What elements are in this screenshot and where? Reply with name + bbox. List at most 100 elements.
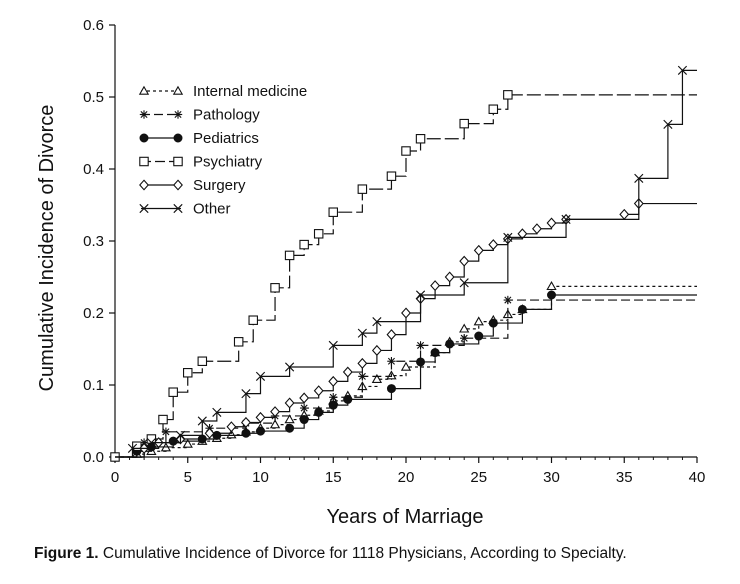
- star-marker-stroke: [358, 372, 366, 380]
- data-point-surgery: [619, 208, 630, 220]
- series-line-surgery: [115, 202, 697, 458]
- legend-marker: [139, 156, 149, 167]
- legend-marker: [173, 179, 183, 191]
- data-point-psychiatry: [158, 414, 168, 425]
- data-point-psychiatry: [168, 387, 178, 397]
- legend-label: Pathology: [193, 107, 260, 124]
- data-point-surgery: [299, 392, 310, 404]
- data-point-pediatrics: [430, 348, 440, 358]
- caption-label: Figure 1.: [34, 545, 99, 562]
- y-tick-label: 0.2: [83, 305, 104, 322]
- data-point-surgery: [386, 329, 397, 341]
- x-marker-stroke: [634, 173, 644, 183]
- data-point-other: [241, 389, 251, 399]
- data-point-other: [146, 438, 156, 448]
- data-point-pathology: [460, 334, 469, 343]
- data-point-internal-medicine: [459, 323, 470, 333]
- star-marker-stroke: [174, 110, 182, 119]
- series-psychiatry: [115, 90, 697, 458]
- y-tick-label: 0.1: [83, 377, 104, 394]
- data-point-other: [197, 416, 207, 426]
- legend-marker: [173, 110, 183, 119]
- legend-marker: [139, 203, 149, 214]
- data-point-pathology: [416, 341, 425, 350]
- data-point-other: [212, 407, 222, 417]
- data-point-internal-medicine: [182, 438, 193, 448]
- x-tick-label: 25: [470, 469, 487, 486]
- x-marker-stroke: [357, 328, 367, 338]
- data-point-surgery: [357, 357, 368, 369]
- data-point-psychiatry: [233, 337, 244, 347]
- data-point-internal-medicine: [546, 281, 557, 291]
- figure-caption: Figure 1. Cumulative Incidence of Divorc…: [34, 545, 734, 563]
- legend-item-surgery: Surgery: [139, 177, 246, 194]
- data-point-internal-medicine: [284, 414, 295, 424]
- data-point-pediatrics: [416, 357, 426, 367]
- x-marker-stroke: [173, 203, 183, 214]
- caption-text: Cumulative Incidence of Divorce for 1118…: [98, 545, 627, 562]
- data-point-pathology: [358, 372, 367, 381]
- y-tick-label: 0.4: [83, 161, 104, 178]
- data-point-psychiatry: [248, 315, 258, 325]
- data-point-pediatrics: [299, 415, 309, 425]
- star-marker-stroke: [329, 393, 337, 401]
- chart: 0 5 10 15 20 25 30 35 40 0.0 0.1 0.2 0.3 0.4 0.5 0.6 In…: [36, 17, 705, 528]
- x-marker-stroke: [285, 362, 295, 372]
- y-tick-label: 0.0: [83, 449, 104, 466]
- x-axis-title: Years of Marriage: [326, 506, 483, 528]
- legend-marker: [172, 85, 184, 95]
- data-point-internal-medicine: [269, 419, 281, 429]
- data-point-psychiatry: [284, 250, 295, 261]
- data-point-psychiatry: [386, 171, 397, 181]
- star-marker-stroke: [417, 341, 425, 349]
- star-marker-stroke: [140, 439, 148, 447]
- series-line-other: [115, 69, 697, 458]
- data-point-other: [255, 371, 266, 381]
- legend-item-internal-medicine: Internal medicine: [138, 83, 307, 100]
- data-point-surgery: [284, 397, 295, 409]
- x-tick-label: 0: [111, 469, 119, 486]
- data-point-psychiatry: [503, 90, 513, 100]
- y-axis-title: Cumulative Incidence of Divorce: [36, 105, 58, 392]
- x-marker-stroke: [255, 371, 266, 381]
- data-point-surgery: [241, 416, 251, 428]
- legend-marker: [139, 110, 149, 119]
- x-tick-label: 35: [616, 469, 633, 486]
- x-marker-stroke: [127, 443, 138, 453]
- data-point-pathology: [503, 295, 513, 305]
- data-point-other: [357, 328, 367, 338]
- data-point-internal-medicine: [400, 361, 412, 371]
- data-point-pediatrics: [168, 436, 178, 446]
- series-line-psychiatry: [115, 94, 697, 458]
- data-point-pediatrics: [517, 304, 527, 314]
- data-point-surgery: [473, 244, 484, 256]
- data-point-psychiatry: [299, 239, 309, 250]
- data-point-pediatrics: [445, 339, 455, 349]
- data-point-other: [415, 290, 426, 300]
- data-point-other: [503, 232, 513, 242]
- legend-item-psychiatry: Psychiatry: [139, 154, 263, 171]
- x-marker-stroke: [146, 438, 156, 448]
- data-point-pediatrics: [488, 318, 498, 328]
- series-layer: [110, 65, 697, 462]
- data-point-other: [127, 443, 138, 453]
- data-point-surgery: [255, 411, 266, 423]
- star-marker-stroke: [300, 404, 308, 412]
- y-tick-label: 0.6: [83, 17, 104, 34]
- data-point-other: [677, 65, 688, 75]
- x-marker-stroke: [175, 430, 186, 440]
- data-point-surgery: [371, 344, 382, 356]
- data-point-psychiatry: [401, 146, 411, 156]
- data-point-psychiatry: [270, 283, 280, 293]
- x-tick-label: 10: [252, 469, 269, 486]
- x-marker-stroke: [415, 290, 426, 300]
- legend-label: Internal medicine: [193, 83, 307, 100]
- legend-label: Psychiatry: [193, 154, 263, 171]
- data-point-internal-medicine: [371, 373, 383, 383]
- x-marker-stroke: [372, 317, 382, 327]
- legend-item-other: Other: [139, 201, 231, 218]
- data-point-psychiatry: [313, 229, 324, 239]
- data-point-other: [328, 340, 338, 350]
- data-point-surgery: [430, 280, 441, 292]
- data-point-surgery: [546, 217, 557, 229]
